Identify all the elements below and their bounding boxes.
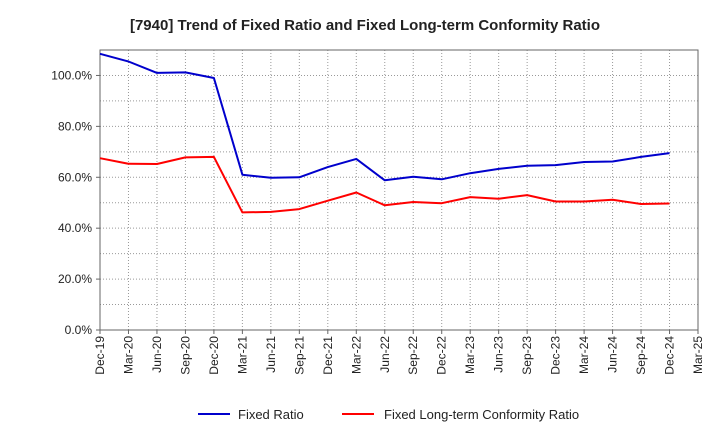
series-lines [99, 52, 670, 214]
series-line-fixed-long-term-conformity-ratio [99, 155, 670, 214]
series-line-fixed-ratio [99, 52, 670, 182]
x-tick-label: Mar-24 [577, 336, 591, 374]
y-tick-label: 20.0% [58, 272, 92, 286]
y-tick-label: 100.0% [51, 68, 92, 82]
x-tick-label: Dec-21 [321, 336, 335, 375]
x-tick-label: Dec-19 [93, 336, 107, 375]
x-tick-label: Mar-22 [349, 336, 363, 374]
axes: 0.0% 20.0% 40.0% 60.0% 80.0% 100.0% Dec-19 Mar-… [51, 49, 705, 375]
plot-frame [99, 49, 699, 331]
x-tick-label: Mar-25 [691, 336, 705, 374]
x-tick-label: Dec-23 [549, 336, 563, 375]
x-tick-label: Mar-21 [235, 336, 249, 374]
legend: Fixed Ratio Fixed Long-term Conformity Ra… [198, 407, 579, 422]
x-tick-label: Sep-22 [406, 336, 420, 375]
x-tick-label: Sep-23 [520, 336, 534, 375]
x-tick-label: Jun-24 [606, 336, 620, 373]
x-tick-label: Dec-24 [663, 336, 677, 375]
x-tick-label: Sep-24 [634, 336, 648, 375]
x-tick-label: Sep-20 [178, 336, 192, 375]
legend-label: Fixed Long-term Conformity Ratio [384, 407, 579, 422]
x-tick-label: Jun-22 [378, 336, 392, 373]
y-tick-label: 60.0% [58, 170, 92, 184]
x-tick-label: Mar-23 [463, 336, 477, 374]
gridlines [100, 49, 698, 330]
y-tick-label: 80.0% [58, 119, 92, 133]
legend-label: Fixed Ratio [238, 407, 304, 422]
y-tick-label: 0.0% [65, 323, 93, 337]
x-tick-label: Mar-20 [121, 336, 135, 374]
x-tick-label: Dec-20 [207, 336, 221, 375]
y-tick-label: 40.0% [58, 221, 92, 235]
x-tick-label: Dec-22 [435, 336, 449, 375]
x-tick-label: Sep-21 [292, 336, 306, 375]
chart-title: [7940] Trend of Fixed Ratio and Fixed Lo… [130, 17, 600, 34]
x-tick-label: Jun-20 [150, 336, 164, 373]
x-tick-label: Jun-21 [264, 336, 278, 373]
x-tick-label: Jun-23 [492, 336, 506, 373]
